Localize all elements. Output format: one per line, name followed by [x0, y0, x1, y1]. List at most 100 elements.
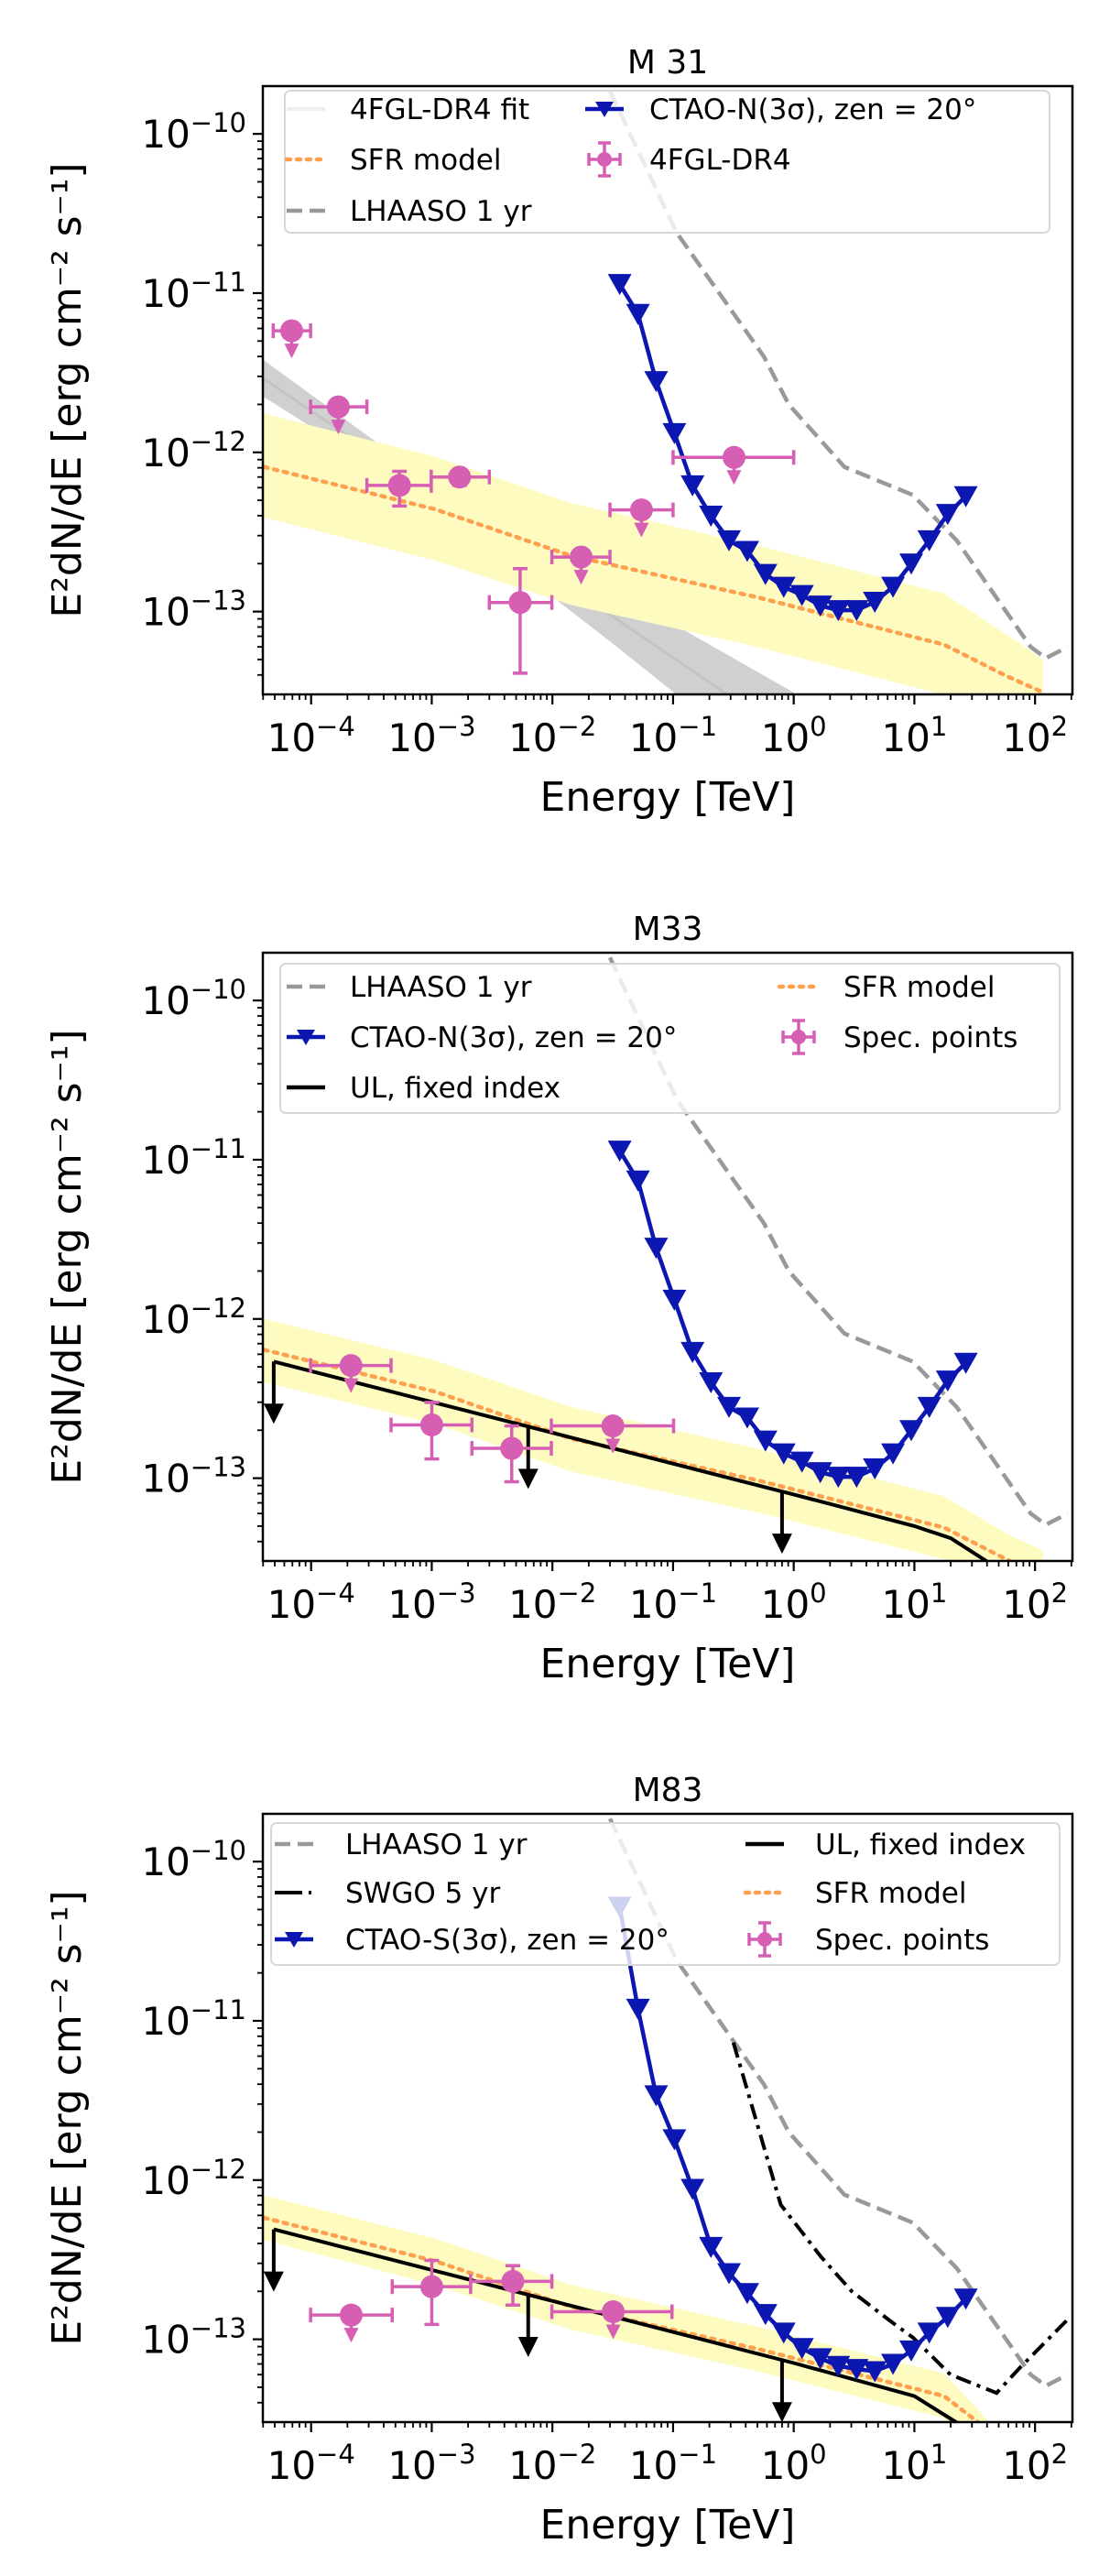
triangle-marker: [863, 2361, 887, 2383]
panel-m33: 10−4 10−3 10−2 10−1 100 101 10210−1010−1110−12…: [44, 911, 1074, 1687]
triangle-marker: [789, 1451, 814, 1473]
tick-base: 10: [881, 1582, 930, 1627]
triangle-marker: [680, 1341, 705, 1363]
triangle-marker: [917, 2322, 941, 2344]
tick-base: 10: [141, 978, 190, 1023]
data-point: [387, 474, 411, 497]
legend-handle: [747, 1921, 782, 1958]
triangle-marker: [789, 584, 814, 606]
triangle-marker: [717, 529, 742, 551]
upper-limit-line: [273, 2227, 958, 2422]
x-tick-label: 10−3: [387, 711, 475, 760]
legend-item: LHAASO 1 yr: [287, 971, 532, 1004]
x-tick-label: 10−4: [267, 711, 355, 760]
series-ctao-n-3-zen-20: [607, 274, 978, 622]
spectral-point: [365, 469, 433, 508]
triangle-marker: [826, 2355, 851, 2377]
triangle-marker: [771, 2322, 796, 2344]
tick-exponent: 2: [1051, 1577, 1068, 1609]
tick-exponent: 1: [930, 1577, 947, 1609]
triangle-marker: [863, 1458, 887, 1480]
triangle-marker: [881, 1443, 906, 1465]
tick-base: 10: [141, 1999, 190, 2044]
tick-exponent: −11: [190, 1133, 246, 1164]
legend-item: Spec. points: [781, 1019, 1017, 1055]
tick-base: 10: [387, 2443, 436, 2488]
chart-title: M83: [633, 1772, 703, 1809]
series-lhaaso-1-yr: [607, 1817, 1069, 2389]
triangle-marker: [881, 576, 906, 598]
legend-item: CTAO-S(3σ), zen = 20°: [275, 1924, 669, 1957]
triangle-marker: [898, 1420, 923, 1442]
data-point: [601, 1414, 625, 1438]
x-tick-label: 10−4: [267, 1577, 355, 1627]
tick-base: 10: [141, 271, 190, 316]
triangle-marker: [844, 1467, 869, 1489]
legend: LHAASO 1 yr CTAO-N(3σ), zen = 20° UL, fixe…: [279, 963, 1061, 1114]
x-tick-label: 10−2: [508, 1577, 596, 1627]
tick-exponent: 1: [930, 2439, 947, 2470]
upper-limit-line: [273, 1359, 988, 1561]
spectral-point: [487, 567, 554, 675]
tick-exponent: −10: [190, 1835, 246, 1866]
series-ul-fixed-index: [263, 2227, 958, 2422]
series-4fgl-dr4: [271, 319, 796, 675]
series-spec-points: [309, 2258, 674, 2343]
legend-item: 4FGL-DR4 fit: [287, 93, 529, 126]
triangle-marker: [734, 1407, 759, 1429]
x-tick-label: 10−3: [387, 2439, 475, 2488]
triangle-marker: [771, 576, 796, 598]
legend-label: LHAASO 1 yr: [350, 195, 532, 228]
tick-base: 10: [629, 715, 678, 760]
tick-base: 10: [629, 2443, 678, 2488]
tick-exponent: 2: [1051, 711, 1068, 742]
chart-title: M 31: [627, 44, 708, 82]
tick-exponent: −4: [316, 1577, 355, 1609]
handle-marker: [597, 152, 612, 167]
tick-exponent: 1: [930, 711, 947, 742]
x-tick-label: 102: [1002, 2439, 1068, 2488]
triangle-marker: [898, 2340, 923, 2362]
triangle-marker: [863, 592, 887, 614]
legend-item: LHAASO 1 yr: [275, 1828, 528, 1861]
x-tick-label: 10−4: [267, 2439, 355, 2488]
x-axis-label: Energy [TeV]: [540, 774, 796, 821]
tick-base: 10: [141, 112, 190, 157]
x-tick-label: 101: [881, 711, 947, 760]
legend-item: Spec. points: [747, 1921, 989, 1958]
tick-base: 10: [141, 1138, 190, 1183]
triangle-marker: [753, 1430, 778, 1452]
series-ctao-n-3-zen-20: [607, 1141, 978, 1489]
tick-exponent: −12: [190, 1293, 246, 1324]
ul-arrow-head: [517, 2337, 539, 2358]
data-point: [339, 1354, 363, 1378]
triangle-marker: [789, 2338, 814, 2360]
upper-limit-arrow-head: [605, 2324, 621, 2340]
tick-exponent: −1: [678, 711, 717, 742]
plot-area: [263, 1817, 1070, 2422]
upper-limit-arrow-head: [573, 570, 589, 585]
tick-exponent: −12: [190, 426, 246, 457]
legend-item: SFR model: [284, 144, 501, 177]
legend: LHAASO 1 yr SWGO 5 yr CTAO-S(3σ), zen = 20…: [270, 1822, 1061, 1966]
legend-item: 4FGL-DR4: [587, 141, 791, 178]
series-swgo-5-yr: [731, 2042, 1070, 2396]
tick-exponent: −1: [678, 1577, 717, 1609]
triangle-marker: [826, 1467, 851, 1489]
triangle-marker: [917, 529, 941, 551]
data-point: [602, 2300, 626, 2324]
x-tick-label: 10−1: [629, 1577, 717, 1627]
triangle-marker: [771, 1443, 796, 1465]
triangle-marker: [808, 1462, 832, 1484]
tick-exponent: −1: [678, 2439, 717, 2470]
triangle-marker: [935, 2307, 960, 2329]
triangle-marker: [953, 2288, 978, 2310]
y-axis-label: E²dN/dE [erg cm⁻² s⁻¹]: [44, 1890, 91, 2345]
triangle-marker: [953, 1352, 978, 1374]
tick-exponent: 0: [810, 2439, 826, 2470]
tick-base: 10: [881, 2443, 930, 2488]
handle-marker: [757, 1932, 772, 1947]
tick-base: 10: [508, 1582, 557, 1627]
spectral-point: [309, 1354, 393, 1393]
